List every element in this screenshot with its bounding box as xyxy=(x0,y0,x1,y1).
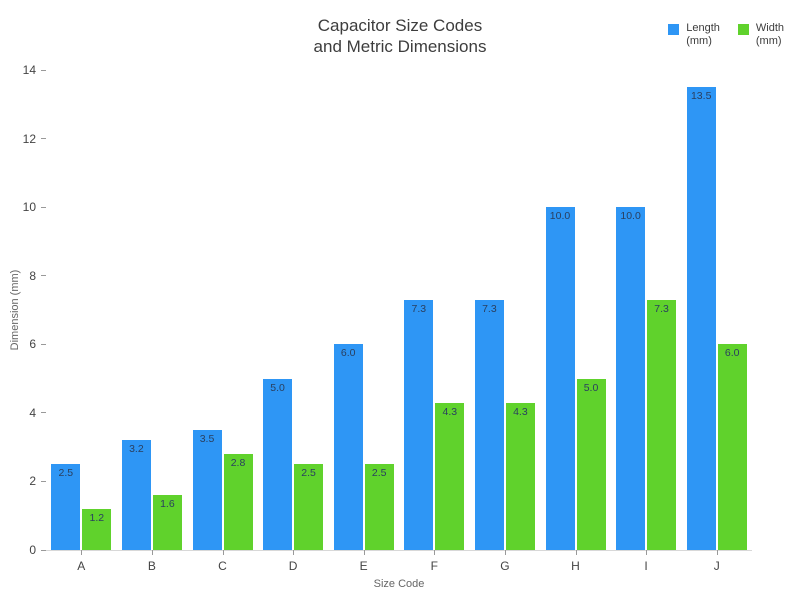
bar-value-label-length-B: 3.2 xyxy=(129,443,144,455)
bar-value-label-length-C: 3.5 xyxy=(199,433,215,445)
x-tick-label-C: C xyxy=(218,559,227,573)
x-tick-label-F: F xyxy=(430,559,438,573)
y-tick-mark-8 xyxy=(41,275,46,277)
bar-width-I[interactable]: 7.3 xyxy=(647,300,677,550)
legend-label-length-line1: Length xyxy=(686,22,720,34)
y-tick-label-2: 2 xyxy=(29,474,36,489)
y-tick-label-8: 8 xyxy=(29,268,36,283)
x-tick-label-H: H xyxy=(571,559,580,573)
bar-length-E[interactable]: 6.0 xyxy=(333,344,363,550)
x-axis-title: Size Code xyxy=(373,578,425,590)
bar-value-label-width-G: 4.3 xyxy=(513,406,528,418)
legend-swatch-width-icon xyxy=(737,24,749,35)
x-tick-label-E: E xyxy=(359,559,368,573)
legend-label-length: Length (mm) xyxy=(686,22,720,48)
x-tick-mark-C xyxy=(222,550,224,555)
x-tick-label-G: G xyxy=(500,559,510,573)
bar-value-label-width-C: 2.8 xyxy=(230,457,246,469)
legend-label-length-line2: (mm) xyxy=(686,35,712,47)
x-tick-mark-I xyxy=(646,550,648,555)
y-tick-mark-2 xyxy=(41,480,46,482)
bar-value-label-width-J: 6.0 xyxy=(724,347,740,359)
x-tick-label-J: J xyxy=(713,559,720,573)
bar-value-label-width-A: 1.2 xyxy=(89,512,105,524)
legend: Length (mm) Width (mm) xyxy=(668,22,784,48)
bar-value-label-length-A: 2.5 xyxy=(58,467,74,479)
bar-value-label-width-H: 5.0 xyxy=(583,382,599,394)
x-tick-mark-D xyxy=(293,550,295,555)
x-tick-label-A: A xyxy=(77,559,86,573)
bar-width-F[interactable]: 4.3 xyxy=(435,403,465,550)
bar-length-I[interactable]: 10.0 xyxy=(616,207,646,550)
x-tick-mark-A xyxy=(81,550,83,555)
y-tick-mark-4 xyxy=(41,412,46,414)
bar-width-A[interactable]: 1.2 xyxy=(82,509,112,550)
chart-title-line1: Capacitor Size Codes xyxy=(317,16,483,35)
y-tick-label-12: 12 xyxy=(22,131,36,146)
bar-length-J[interactable]: 13.5 xyxy=(686,87,716,550)
bar-value-label-length-J: 13.5 xyxy=(690,90,712,102)
y-tick-label-14: 14 xyxy=(22,63,36,77)
bar-width-B[interactable]: 1.6 xyxy=(152,495,182,550)
bar-value-label-width-B: 1.6 xyxy=(160,498,175,510)
bar-value-label-length-H: 10.0 xyxy=(549,210,571,222)
bar-length-B[interactable]: 3.2 xyxy=(121,440,151,550)
x-tick-mark-B xyxy=(151,550,153,555)
bar-value-label-length-F: 7.3 xyxy=(411,303,427,315)
bar-width-D[interactable]: 2.5 xyxy=(294,464,324,550)
x-tick-mark-F xyxy=(434,550,436,555)
legend-item-width[interactable]: Width (mm) xyxy=(737,22,784,48)
y-axis-title: Dimension (mm) xyxy=(9,269,21,351)
legend-label-width: Width (mm) xyxy=(756,22,784,48)
bar-length-D[interactable]: 5.0 xyxy=(263,379,293,550)
legend-label-width-line1: Width xyxy=(755,22,784,34)
plot-area: 2.5 1.2 A 3.2 1.6 B 3.5 2.8 C 5.0 2.5 D 6.0 2.5 E 7.3 4.… xyxy=(23,63,752,573)
x-tick-label-B: B xyxy=(147,559,156,573)
bar-length-G[interactable]: 7.3 xyxy=(474,300,504,550)
bar-value-label-width-F: 4.3 xyxy=(442,406,458,418)
y-tick-label-4: 4 xyxy=(29,405,36,420)
y-tick-label-6: 6 xyxy=(29,337,36,352)
bar-value-label-length-G: 7.3 xyxy=(482,303,497,315)
y-tick-mark-14 xyxy=(41,69,46,71)
bar-width-C[interactable]: 2.8 xyxy=(223,454,253,550)
bar-value-label-length-D: 5.0 xyxy=(270,382,285,394)
y-tick-mark-0 xyxy=(41,549,46,551)
bar-length-F[interactable]: 7.3 xyxy=(404,300,434,550)
bar-value-label-width-I: 7.3 xyxy=(654,303,669,315)
y-tick-mark-10 xyxy=(41,206,46,208)
bar-length-H[interactable]: 10.0 xyxy=(545,207,575,550)
bar-width-E[interactable]: 2.5 xyxy=(364,464,394,550)
legend-item-length[interactable]: Length (mm) xyxy=(668,22,720,48)
bar-value-label-width-E: 2.5 xyxy=(371,467,387,479)
y-tick-label-10: 10 xyxy=(22,200,36,215)
bar-length-A[interactable]: 2.5 xyxy=(51,464,81,550)
y-tick-label-0: 0 xyxy=(29,543,36,557)
bar-value-label-length-I: 10.0 xyxy=(620,210,641,222)
x-tick-mark-J xyxy=(716,550,718,555)
chart-title: Capacitor Size Codes and Metric Dimensio… xyxy=(0,15,800,57)
x-tick-label-D: D xyxy=(288,559,298,573)
x-tick-mark-G xyxy=(504,550,506,555)
x-tick-label-I: I xyxy=(644,559,648,573)
legend-label-width-line2: (mm) xyxy=(755,35,782,47)
bar-width-G[interactable]: 4.3 xyxy=(505,403,535,550)
legend-swatch-length-icon xyxy=(668,24,680,35)
bar-value-label-width-D: 2.5 xyxy=(301,467,316,479)
chart-title-line2: and Metric Dimensions xyxy=(313,37,487,56)
x-tick-mark-E xyxy=(363,550,365,555)
bar-value-label-length-E: 6.0 xyxy=(340,347,356,359)
y-tick-mark-6 xyxy=(41,343,46,345)
bar-length-C[interactable]: 3.5 xyxy=(192,430,222,550)
x-tick-mark-H xyxy=(575,550,577,555)
bar-width-H[interactable]: 5.0 xyxy=(576,379,606,550)
bar-width-J[interactable]: 6.0 xyxy=(717,344,747,550)
y-tick-mark-12 xyxy=(41,138,46,140)
